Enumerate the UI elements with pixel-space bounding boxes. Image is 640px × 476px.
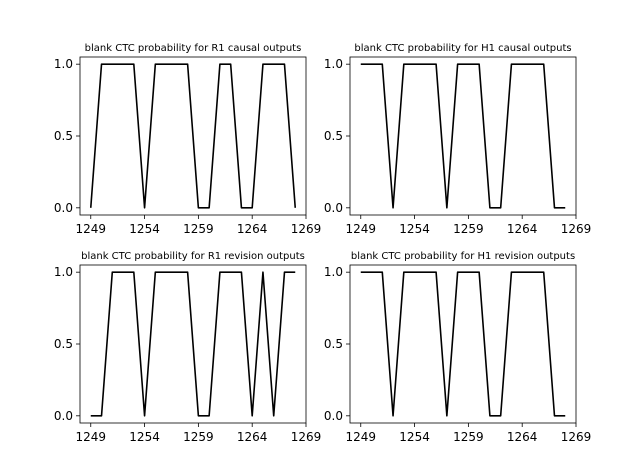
x-tick-label: 1259 — [183, 430, 214, 444]
subplot-3: blank CTC probability for R1 revision ou… — [54, 251, 321, 444]
y-tick-label: 0.5 — [324, 337, 343, 351]
series-line — [89, 63, 297, 209]
subplot-4: blank CTC probability for H1 revision ou… — [324, 251, 591, 444]
y-tick-label: 0.0 — [54, 409, 73, 423]
y-tick-label: 1.0 — [324, 265, 343, 279]
x-tick-label: 1264 — [237, 430, 268, 444]
y-tick-label: 0.5 — [54, 129, 73, 143]
x-tick-label: 1269 — [291, 430, 322, 444]
subplot-title: blank CTC probability for H1 causal outp… — [354, 43, 571, 54]
y-tick-label: 1.0 — [324, 57, 343, 71]
x-tick-label: 1249 — [75, 222, 106, 236]
x-tick-label: 1269 — [561, 222, 592, 236]
x-tick-label: 1264 — [507, 222, 538, 236]
subplot-title: blank CTC probability for R1 revision ou… — [81, 251, 305, 262]
y-tick-label: 1.0 — [54, 265, 73, 279]
x-tick-label: 1269 — [291, 222, 322, 236]
x-tick-label: 1269 — [561, 430, 592, 444]
y-tick-label: 0.0 — [324, 201, 343, 215]
x-tick-label: 1259 — [183, 222, 214, 236]
y-tick-label: 0.5 — [324, 129, 343, 143]
y-tick-label: 0.5 — [54, 337, 73, 351]
y-tick-label: 0.0 — [54, 201, 73, 215]
x-tick-label: 1264 — [507, 430, 538, 444]
x-tick-label: 1249 — [345, 222, 376, 236]
subplot-2: blank CTC probability for H1 causal outp… — [324, 43, 591, 236]
subplot-1: blank CTC probability for R1 causal outp… — [54, 43, 321, 236]
x-tick-label: 1254 — [129, 430, 160, 444]
subplot-title: blank CTC probability for R1 causal outp… — [85, 43, 302, 54]
x-tick-label: 1249 — [345, 430, 376, 444]
y-tick-label: 0.0 — [324, 409, 343, 423]
y-tick-label: 1.0 — [54, 57, 73, 71]
x-tick-label: 1259 — [453, 430, 484, 444]
x-tick-label: 1259 — [453, 222, 484, 236]
x-tick-label: 1249 — [75, 430, 106, 444]
x-tick-label: 1254 — [399, 222, 430, 236]
x-tick-label: 1254 — [129, 222, 160, 236]
series-line — [360, 63, 566, 209]
series-line — [90, 271, 296, 417]
series-line — [360, 271, 566, 417]
x-tick-label: 1254 — [399, 430, 430, 444]
subplot-title: blank CTC probability for H1 revision ou… — [351, 251, 575, 262]
x-tick-label: 1264 — [237, 222, 268, 236]
